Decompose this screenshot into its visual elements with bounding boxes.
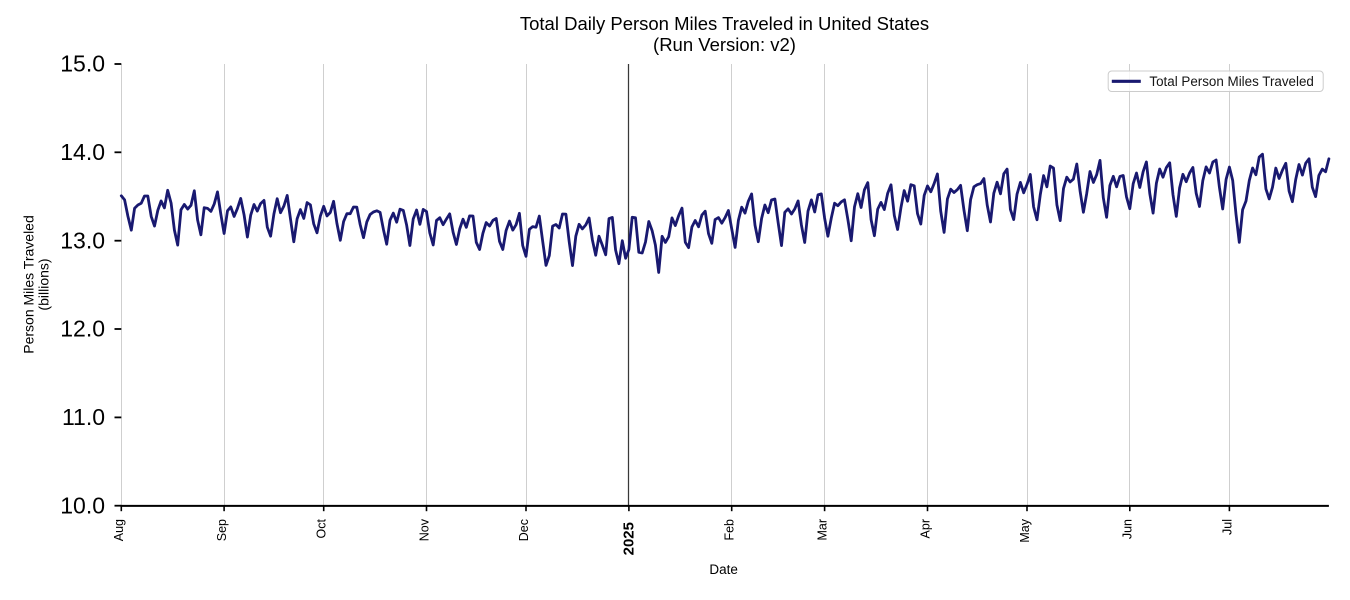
svg-text:(Run Version: v2): (Run Version: v2) bbox=[653, 34, 796, 55]
svg-text:11.0: 11.0 bbox=[62, 404, 105, 430]
svg-text:Person Miles Traveled: Person Miles Traveled bbox=[21, 215, 37, 354]
svg-text:Dec: Dec bbox=[517, 519, 531, 541]
svg-text:2025: 2025 bbox=[620, 522, 637, 555]
svg-text:May: May bbox=[1018, 518, 1032, 542]
svg-text:15.0: 15.0 bbox=[60, 51, 105, 77]
svg-text:Oct: Oct bbox=[315, 518, 329, 538]
svg-text:Sep: Sep bbox=[215, 519, 229, 541]
svg-text:10.0: 10.0 bbox=[60, 492, 105, 518]
svg-text:Nov: Nov bbox=[417, 518, 431, 541]
svg-text:Apr: Apr bbox=[918, 519, 932, 538]
svg-text:14.0: 14.0 bbox=[60, 139, 105, 165]
svg-text:Aug: Aug bbox=[112, 519, 126, 541]
svg-text:Feb: Feb bbox=[723, 519, 737, 541]
svg-text:Date: Date bbox=[709, 562, 738, 577]
svg-text:Jun: Jun bbox=[1121, 519, 1135, 539]
svg-text:12.0: 12.0 bbox=[60, 316, 105, 342]
svg-text:13.0: 13.0 bbox=[60, 227, 105, 253]
svg-text:Mar: Mar bbox=[816, 519, 830, 541]
svg-text:Jul: Jul bbox=[1220, 519, 1234, 535]
svg-text:Total Person Miles Traveled: Total Person Miles Traveled bbox=[1149, 74, 1313, 89]
svg-text:(billions): (billions) bbox=[36, 258, 52, 310]
svg-text:Total Daily Person Miles Trave: Total Daily Person Miles Traveled in Uni… bbox=[520, 13, 929, 34]
